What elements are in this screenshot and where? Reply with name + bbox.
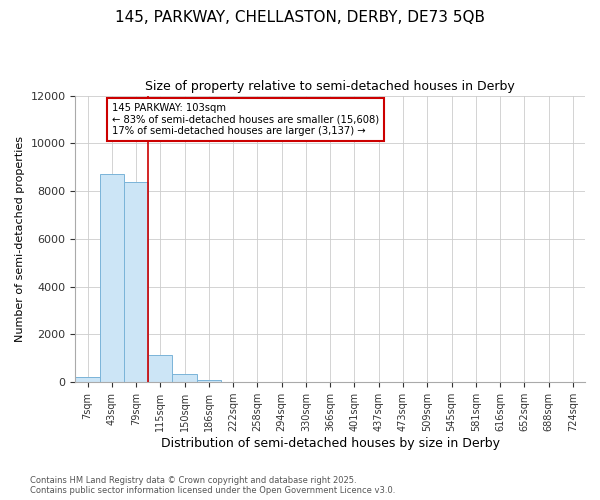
Title: Size of property relative to semi-detached houses in Derby: Size of property relative to semi-detach… <box>145 80 515 93</box>
Bar <box>76 378 100 382</box>
X-axis label: Distribution of semi-detached houses by size in Derby: Distribution of semi-detached houses by … <box>161 437 500 450</box>
Bar <box>148 355 172 382</box>
Text: 145, PARKWAY, CHELLASTON, DERBY, DE73 5QB: 145, PARKWAY, CHELLASTON, DERBY, DE73 5Q… <box>115 10 485 25</box>
Bar <box>124 182 148 382</box>
Y-axis label: Number of semi-detached properties: Number of semi-detached properties <box>15 136 25 342</box>
Bar <box>197 380 221 382</box>
Bar <box>100 174 124 382</box>
Text: Contains HM Land Registry data © Crown copyright and database right 2025.
Contai: Contains HM Land Registry data © Crown c… <box>30 476 395 495</box>
Bar <box>172 374 197 382</box>
Text: 145 PARKWAY: 103sqm
← 83% of semi-detached houses are smaller (15,608)
17% of se: 145 PARKWAY: 103sqm ← 83% of semi-detach… <box>112 102 379 136</box>
